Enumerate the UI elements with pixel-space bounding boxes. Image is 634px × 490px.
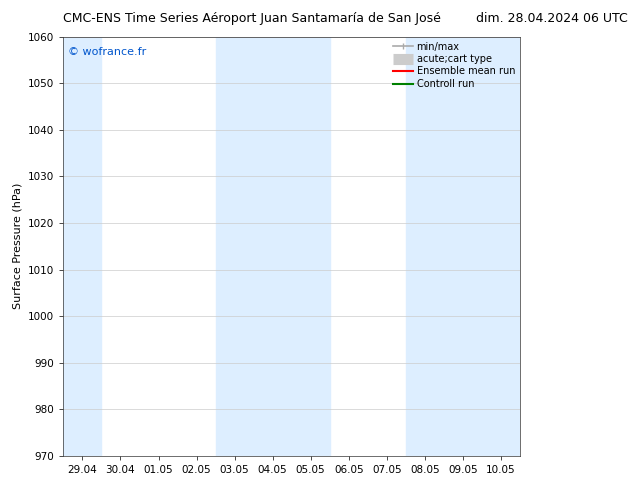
Bar <box>63 37 101 456</box>
Legend: min/max, acute;cart type, Ensemble mean run, Controll run: min/max, acute;cart type, Ensemble mean … <box>391 40 517 91</box>
Text: © wofrance.fr: © wofrance.fr <box>68 47 146 57</box>
Text: dim. 28.04.2024 06 UTC: dim. 28.04.2024 06 UTC <box>476 12 628 25</box>
Text: CMC-ENS Time Series Aéroport Juan Santamaría de San José: CMC-ENS Time Series Aéroport Juan Santam… <box>63 12 441 25</box>
Bar <box>406 37 520 456</box>
Bar <box>254 37 330 456</box>
Bar <box>216 37 292 456</box>
Y-axis label: Surface Pressure (hPa): Surface Pressure (hPa) <box>13 183 23 309</box>
